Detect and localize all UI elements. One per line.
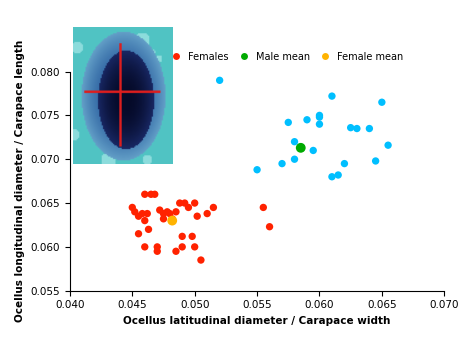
Point	[178, 234, 186, 239]
Point	[141, 244, 148, 250]
Point	[384, 143, 392, 148]
Point	[316, 113, 323, 118]
Point	[253, 167, 261, 173]
Point	[316, 115, 323, 120]
Point	[303, 117, 311, 122]
Point	[266, 224, 273, 229]
Point	[316, 121, 323, 127]
Point	[160, 211, 167, 216]
Point	[172, 209, 180, 214]
Point	[164, 209, 171, 214]
Legend: Males, Females, Male mean, Female mean: Males, Females, Male mean, Female mean	[107, 48, 407, 66]
Point	[145, 227, 152, 232]
Point	[216, 78, 223, 83]
Point	[147, 192, 155, 197]
Point	[181, 200, 189, 206]
Point	[260, 205, 267, 210]
Point	[141, 218, 148, 223]
Point	[191, 244, 199, 250]
Point	[378, 100, 386, 105]
Point	[203, 211, 211, 216]
Point	[197, 257, 205, 263]
Point	[310, 148, 317, 153]
Point	[297, 145, 304, 151]
Point	[210, 205, 217, 210]
Point	[131, 209, 138, 214]
Point	[334, 172, 342, 178]
Point	[341, 161, 348, 166]
Point	[291, 157, 298, 162]
Y-axis label: Ocellus longitudinal diameter / Carapace length: Ocellus longitudinal diameter / Carapace…	[15, 40, 25, 322]
Point	[191, 200, 199, 206]
Point	[193, 213, 201, 219]
Point	[160, 216, 167, 222]
Point	[188, 234, 196, 239]
Point	[278, 161, 286, 166]
Point	[185, 205, 192, 210]
Point	[297, 144, 304, 150]
Point	[372, 158, 379, 164]
Point	[168, 216, 176, 222]
Point	[328, 93, 336, 99]
Point	[172, 249, 180, 254]
Point	[154, 244, 161, 250]
Point	[178, 244, 186, 250]
Point	[365, 126, 373, 131]
Point	[135, 213, 142, 219]
Point	[291, 139, 298, 145]
Point	[151, 192, 158, 197]
Point	[284, 120, 292, 125]
Point	[166, 211, 173, 216]
Point	[144, 211, 151, 216]
Point	[154, 249, 161, 254]
Point	[156, 207, 164, 213]
Point	[128, 205, 136, 210]
Point	[141, 192, 148, 197]
X-axis label: Ocellus latitudinal diameter / Carapace width: Ocellus latitudinal diameter / Carapace …	[123, 316, 391, 326]
Point	[168, 218, 176, 223]
Point	[135, 231, 142, 236]
Point	[138, 211, 146, 216]
Point	[347, 125, 355, 130]
Point	[328, 174, 336, 179]
Point	[176, 200, 183, 206]
Point	[353, 126, 361, 131]
